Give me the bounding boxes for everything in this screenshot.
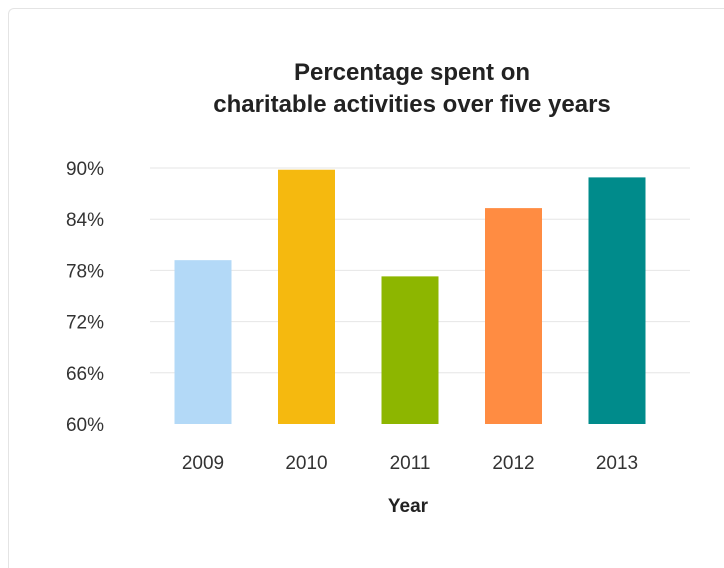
bar-2010 [278, 169, 335, 424]
y-tick-label: 60% [66, 415, 104, 436]
bars [174, 169, 646, 424]
y-axis-tick-labels: 60% 66% 72% 78% 84% 90% [66, 159, 104, 436]
x-tick-label: 2010 [285, 453, 327, 474]
chart-title-line-1: Percentage spent on [294, 59, 530, 86]
x-tick-label: 2013 [596, 453, 638, 474]
x-tick-label: 2009 [182, 453, 224, 474]
bar-2011 [381, 276, 439, 424]
y-tick-label: 90% [66, 159, 104, 180]
x-axis-tick-labels: 2009 2010 2011 2012 2013 [182, 453, 638, 474]
y-tick-label: 66% [66, 364, 104, 385]
x-tick-label: 2012 [492, 453, 534, 474]
bar-2013 [588, 177, 646, 424]
chart-title: Percentage spent on charitable activitie… [213, 59, 611, 118]
y-tick-label: 72% [66, 313, 104, 334]
y-tick-label: 78% [66, 261, 104, 282]
x-axis-label: Year [388, 496, 429, 517]
x-tick-label: 2011 [390, 453, 431, 474]
bar-2009 [174, 260, 232, 424]
y-tick-label: 84% [66, 210, 104, 231]
bar-2012 [485, 208, 542, 424]
chart-title-line-2: charitable activities over five years [213, 91, 611, 118]
